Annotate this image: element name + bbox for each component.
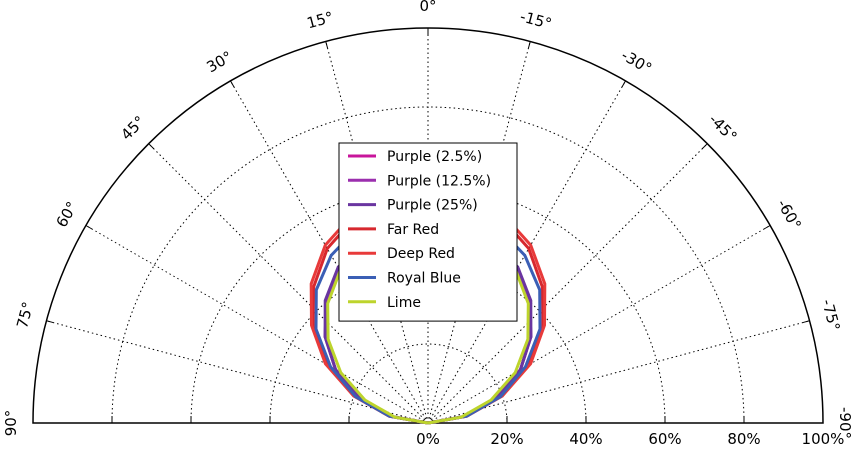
legend-box	[338, 142, 518, 322]
angle-tick-mark	[802, 320, 810, 324]
radial-tick-label: 60%	[648, 430, 681, 448]
grid-spoke	[46, 320, 429, 424]
angle-tick-label: 0°	[419, 0, 436, 15]
grid-spoke	[85, 225, 429, 424]
grid-spoke	[325, 41, 429, 424]
legend-label: Purple (25%)	[387, 198, 478, 214]
polar-frame	[32, 27, 824, 424]
angle-tick-mark	[148, 143, 154, 149]
angle-tick-mark	[46, 320, 54, 324]
grid-circle	[348, 343, 508, 424]
angle-tick-label: -60°	[773, 196, 805, 233]
angle-tick-label: -30°	[618, 46, 655, 78]
angle-tick-label: -15°	[518, 7, 554, 33]
angle-tick-mark	[527, 41, 531, 49]
legend-label: Lime	[387, 295, 421, 311]
radial-tick-label: 20%	[490, 430, 523, 448]
legend-label: Far Red	[387, 222, 439, 238]
angle-tick-label: 45°	[117, 112, 149, 144]
radial-tick-label: 40%	[569, 430, 602, 448]
angle-tick-label: 75°	[13, 300, 37, 330]
angle-tick-mark	[230, 80, 235, 88]
angle-tick-mark	[325, 41, 329, 49]
grid-spoke	[427, 320, 810, 424]
grid	[46, 28, 810, 424]
grid-spoke	[427, 143, 708, 424]
angle-tick-mark	[702, 143, 708, 149]
angle-tick-mark	[763, 225, 771, 230]
legend-label: Royal Blue	[387, 271, 461, 287]
legend-label: Deep Red	[387, 246, 455, 262]
grid-spoke	[427, 80, 626, 424]
angle-tick-label: 90°	[2, 410, 20, 437]
grid-spoke	[427, 41, 531, 424]
angle-tick-label: -75°	[818, 297, 844, 333]
angle-tick-label: -45°	[705, 110, 740, 145]
legend-label: Purple (12.5%)	[387, 173, 491, 189]
radial-tick-labels: 0% 20% 40% 60% 80% 100%	[416, 430, 844, 448]
angle-tick-mark	[85, 225, 93, 230]
angle-tick-label: 60°	[52, 198, 81, 230]
legend: Purple (2.5%) Purple (12.5%) Purple (25%) F…	[338, 142, 518, 322]
radial-tick-label: 100%	[802, 430, 845, 448]
angle-tick-mark	[621, 80, 626, 88]
legend-label: Purple (2.5%)	[387, 149, 482, 165]
grid-spoke	[427, 225, 771, 424]
grid-spoke	[230, 80, 429, 424]
angle-tick-label: 15°	[305, 8, 335, 32]
grid-spoke	[148, 143, 429, 424]
radial-tick-label: 80%	[727, 430, 760, 448]
radial-tick-label: 0%	[416, 430, 440, 448]
angle-tick-label: 30°	[203, 47, 235, 76]
angle-tick-label: -90°	[836, 407, 852, 439]
